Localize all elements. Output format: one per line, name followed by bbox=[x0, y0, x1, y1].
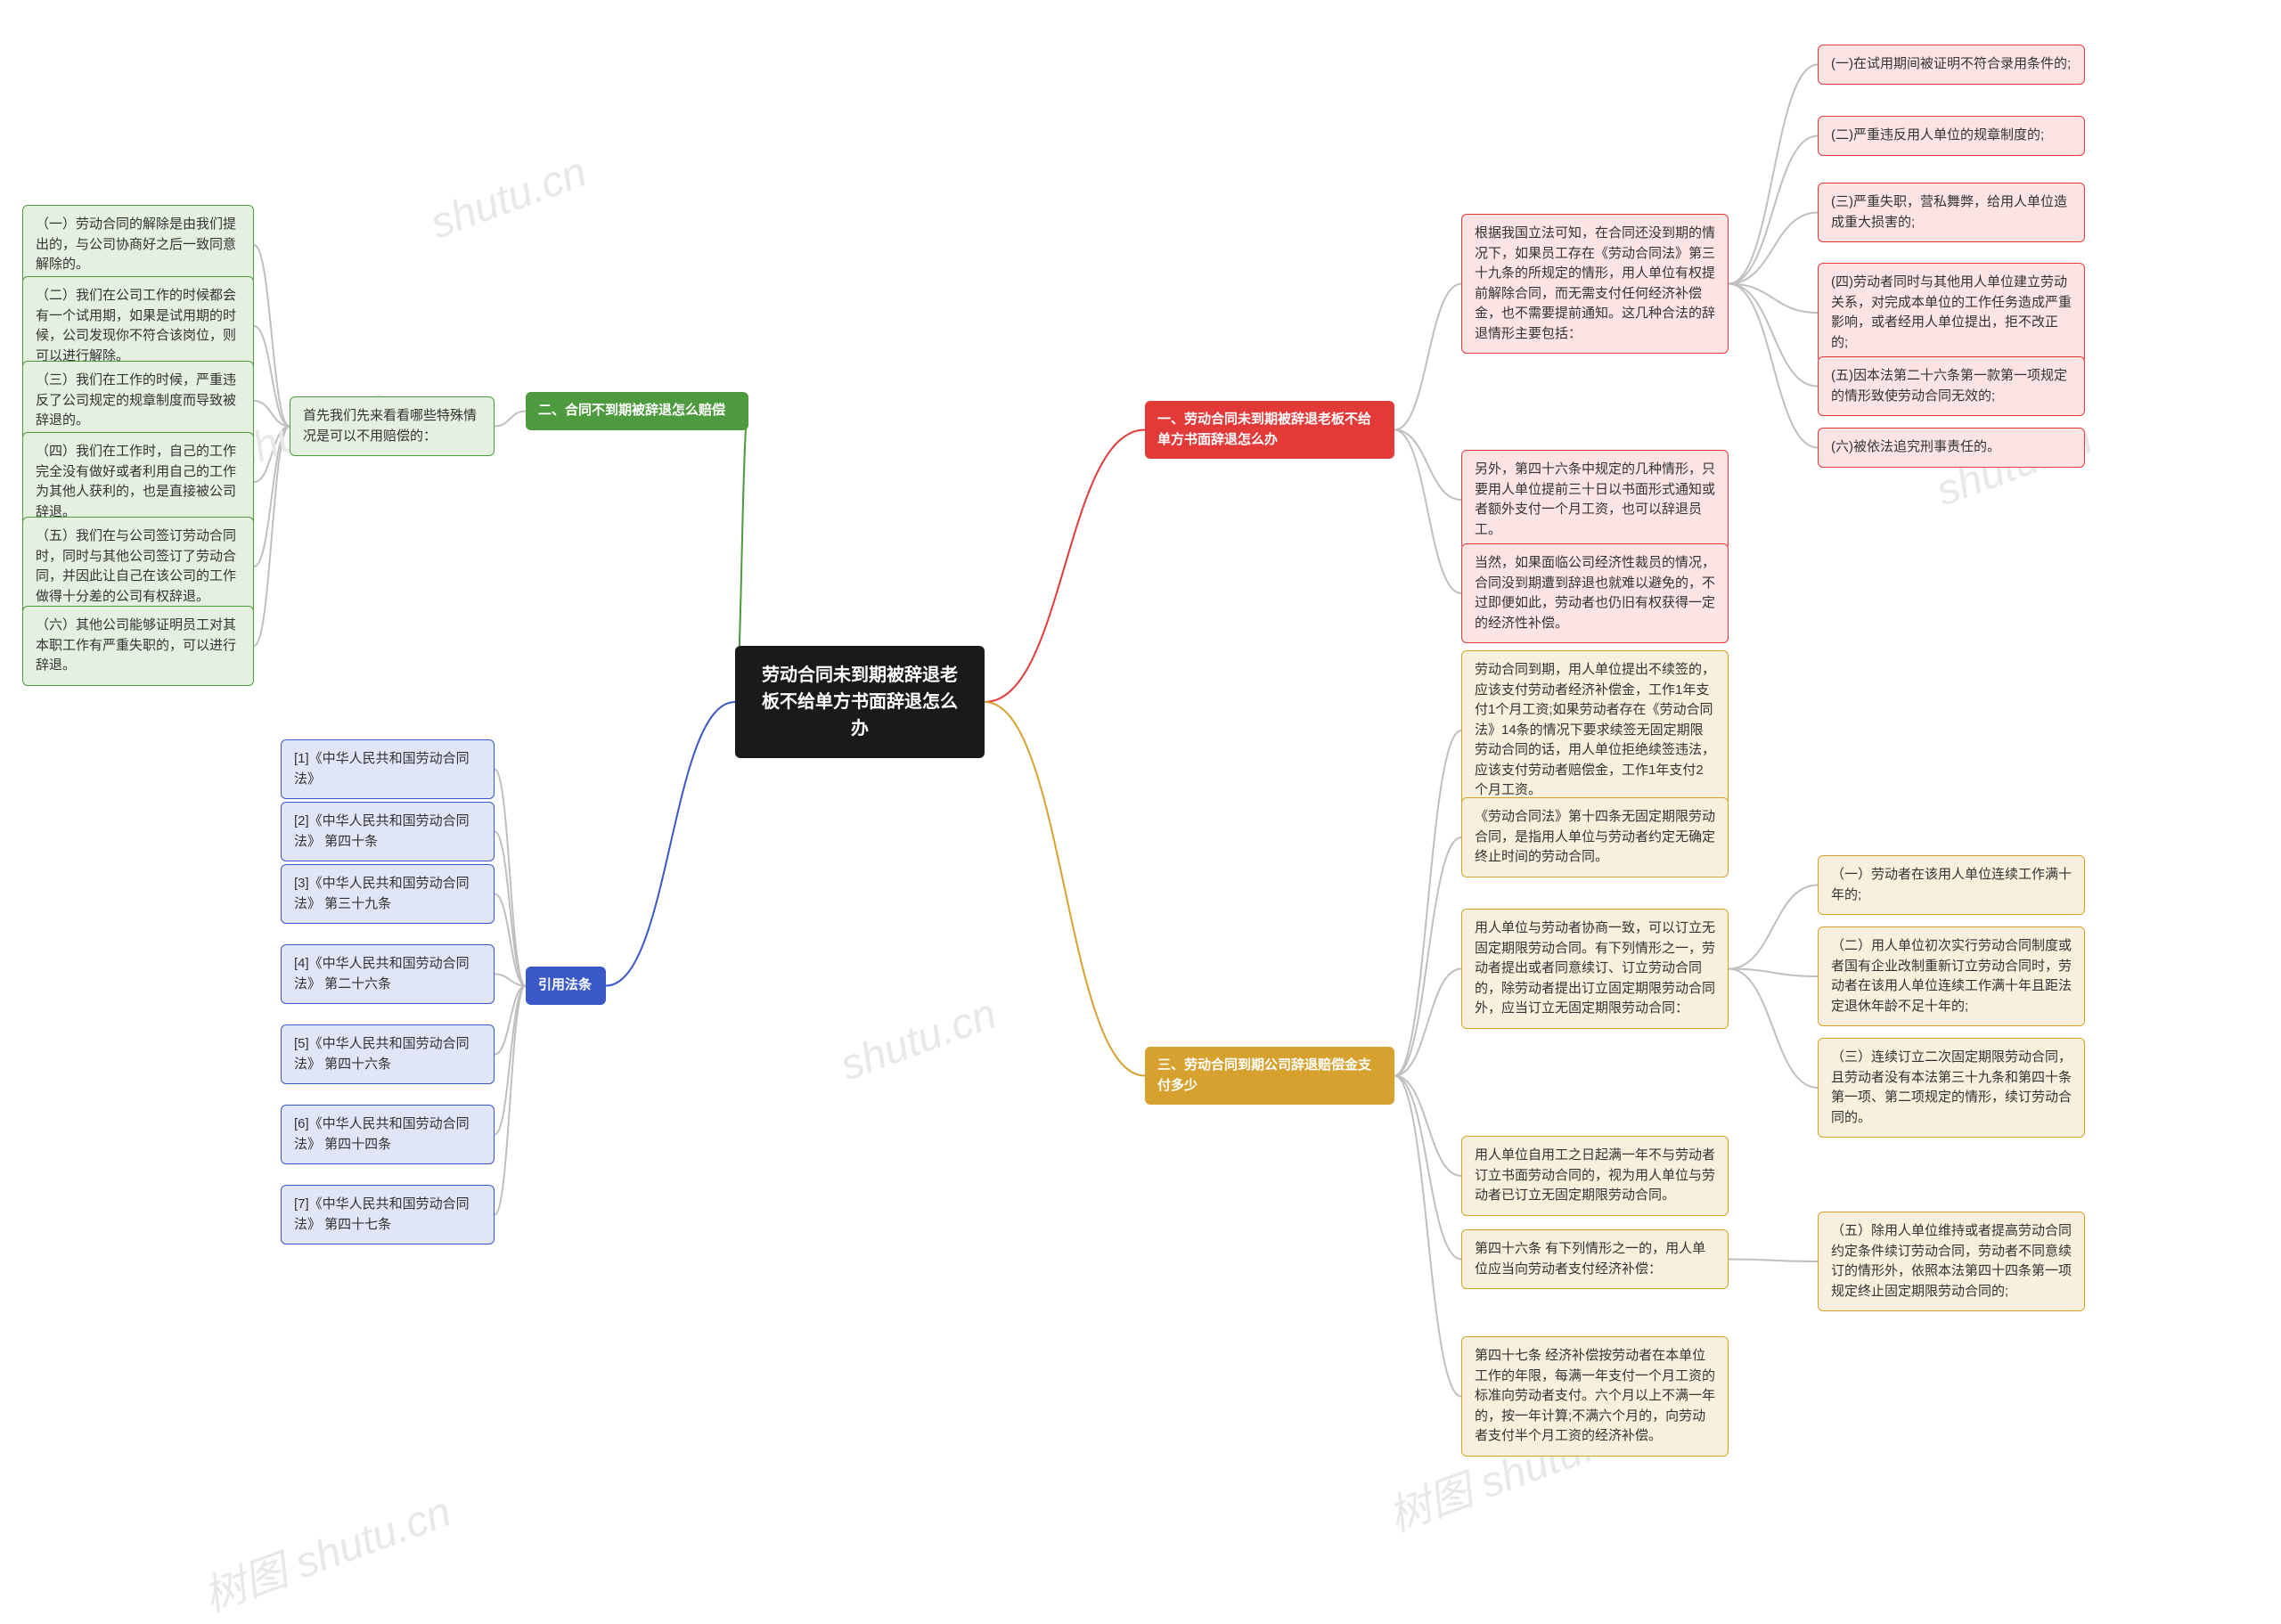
watermark: 树图 shutu.cn bbox=[193, 1476, 458, 1623]
branch1-subleaf: (五)因本法第二十六条第一款第一项规定的情形致使劳动合同无效的; bbox=[1818, 356, 2085, 416]
watermark: shutu.cn bbox=[834, 990, 1002, 1091]
branch3-leaf: 用人单位自用工之日起满一年不与劳动者订立书面劳动合同的，视为用人单位与劳动者已订… bbox=[1461, 1136, 1729, 1216]
branch3-subleaf: （一）劳动者在该用人单位连续工作满十年的; bbox=[1818, 855, 2085, 915]
branch4-leaf: [2]《中华人民共和国劳动合同法》 第四十条 bbox=[281, 802, 495, 861]
branch4-leaf: [5]《中华人民共和国劳动合同法》 第四十六条 bbox=[281, 1024, 495, 1084]
branch1-leaf: 另外，第四十六条中规定的几种情形，只要用人单位提前三十日以书面形式通知或者额外支… bbox=[1461, 450, 1729, 550]
branch3-title: 三、劳动合同到期公司辞退赔偿金支付多少 bbox=[1145, 1047, 1394, 1105]
branch1-subleaf: (二)严重违反用人单位的规章制度的; bbox=[1818, 116, 2085, 156]
root-node: 劳动合同未到期被辞退老板不给单方书面辞退怎么办 bbox=[735, 646, 985, 758]
branch4-leaf: [3]《中华人民共和国劳动合同法》 第三十九条 bbox=[281, 864, 495, 924]
watermark: shutu.cn bbox=[424, 148, 593, 249]
branch2-leaf: （三）我们在工作的时候，严重违反了公司规定的规章制度而导致被辞退的。 bbox=[22, 361, 254, 441]
branch4-leaf: [1]《中华人民共和国劳动合同法》 bbox=[281, 739, 495, 799]
branch3-leaf: 用人单位与劳动者协商一致，可以订立无固定期限劳动合同。有下列情形之一，劳动者提出… bbox=[1461, 909, 1729, 1029]
branch4-leaf: [7]《中华人民共和国劳动合同法》 第四十七条 bbox=[281, 1185, 495, 1245]
branch2-leaf: （一）劳动合同的解除是由我们提出的，与公司协商好之后一致同意解除的。 bbox=[22, 205, 254, 285]
branch2-leaf: （六）其他公司能够证明员工对其本职工作有严重失职的，可以进行辞退。 bbox=[22, 606, 254, 686]
branch3-subleaf: （五）除用人单位维持或者提高劳动合同约定条件续订劳动合同，劳动者不同意续订的情形… bbox=[1818, 1212, 2085, 1311]
branch3-leaf: 第四十六条 有下列情形之一的，用人单位应当向劳动者支付经济补偿： bbox=[1461, 1229, 1729, 1289]
branch4-leaf: [6]《中华人民共和国劳动合同法》 第四十四条 bbox=[281, 1105, 495, 1164]
branch2-leaf: （五）我们在与公司签订劳动合同时，同时与其他公司签订了劳动合同，并因此让自己在该… bbox=[22, 517, 254, 616]
branch3-leaf: 第四十七条 经济补偿按劳动者在本单位工作的年限，每满一年支付一个月工资的标准向劳… bbox=[1461, 1336, 1729, 1457]
branch4-leaf: [4]《中华人民共和国劳动合同法》 第二十六条 bbox=[281, 944, 495, 1004]
branch3-leaf: 《劳动合同法》第十四条无固定期限劳动合同，是指用人单位与劳动者约定无确定终止时间… bbox=[1461, 797, 1729, 877]
branch1-subleaf: (一)在试用期间被证明不符合录用条件的; bbox=[1818, 45, 2085, 85]
branch4-title: 引用法条 bbox=[526, 967, 606, 1005]
branch3-leaf: 劳动合同到期，用人单位提出不续签的，应该支付劳动者经济补偿金，工作1年支付1个月… bbox=[1461, 650, 1729, 811]
branch2-mid: 首先我们先来看看哪些特殊情况是可以不用赔偿的： bbox=[290, 396, 495, 456]
branch1-subleaf: (四)劳动者同时与其他用人单位建立劳动关系，对完成本单位的工作任务造成严重影响，… bbox=[1818, 263, 2085, 363]
branch1-leaf: 根据我国立法可知，在合同还没到期的情况下，如果员工存在《劳动合同法》第三十九条的… bbox=[1461, 214, 1729, 354]
branch1-leaf: 当然，如果面临公司经济性裁员的情况，合同没到期遭到辞退也就难以避免的，不过即便如… bbox=[1461, 543, 1729, 643]
branch3-subleaf: （二）用人单位初次实行劳动合同制度或者国有企业改制重新订立劳动合同时，劳动者在该… bbox=[1818, 926, 2085, 1026]
branch1-subleaf: (三)严重失职，营私舞弊，给用人单位造成重大损害的; bbox=[1818, 183, 2085, 242]
branch3-subleaf: （三）连续订立二次固定期限劳动合同，且劳动者没有本法第三十九条和第四十条第一项、… bbox=[1818, 1038, 2085, 1138]
branch2-title: 二、合同不到期被辞退怎么赔偿 bbox=[526, 392, 748, 430]
branch1-title: 一、劳动合同未到期被辞退老板不给单方书面辞退怎么办 bbox=[1145, 401, 1394, 459]
branch1-subleaf: (六)被依法追究刑事责任的。 bbox=[1818, 428, 2085, 468]
